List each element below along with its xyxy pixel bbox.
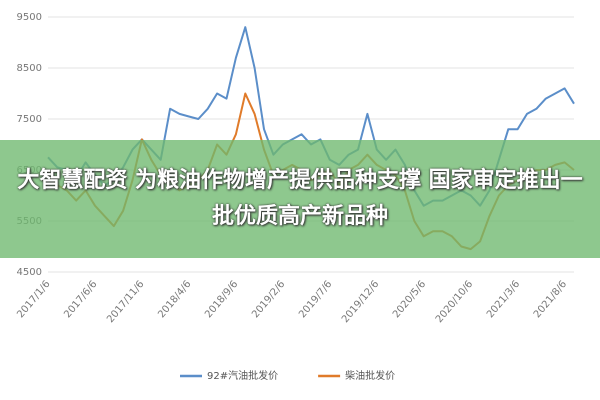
x-tick-label: 2020/10/6 [434,279,475,325]
legend-label: 92#汽油批发价 [207,369,278,382]
banner: 大智慧配资 为粮油作物增产提供品种支撑 国家审定推出一批优质高产新品种 [0,140,600,258]
y-tick-label: 9500 [17,12,42,23]
banner-text: 大智慧配资 为粮油作物增产提供品种支撑 国家审定推出一批优质高产新品种 [17,168,583,229]
x-tick-label: 2021/3/6 [485,279,522,320]
x-tick-label: 2017/6/6 [62,279,99,320]
x-tick-label: 2019/12/6 [340,279,381,325]
y-tick-label: 7500 [17,114,42,125]
x-tick-label: 2018/4/6 [156,279,193,320]
x-tick-label: 2018/9/6 [203,279,240,320]
x-tick-label: 2017/11/6 [105,279,146,325]
y-tick-label: 8500 [17,63,42,74]
x-tick-label: 2021/8/6 [532,279,569,320]
y-tick-label: 4500 [17,267,42,278]
x-tick-label: 2019/7/6 [297,279,334,320]
x-tick-label: 2020/5/6 [391,279,428,320]
x-tick-label: 2017/1/6 [15,279,52,320]
x-tick-label: 2019/2/6 [250,279,287,320]
legend-label: 柴油批发价 [345,369,395,382]
